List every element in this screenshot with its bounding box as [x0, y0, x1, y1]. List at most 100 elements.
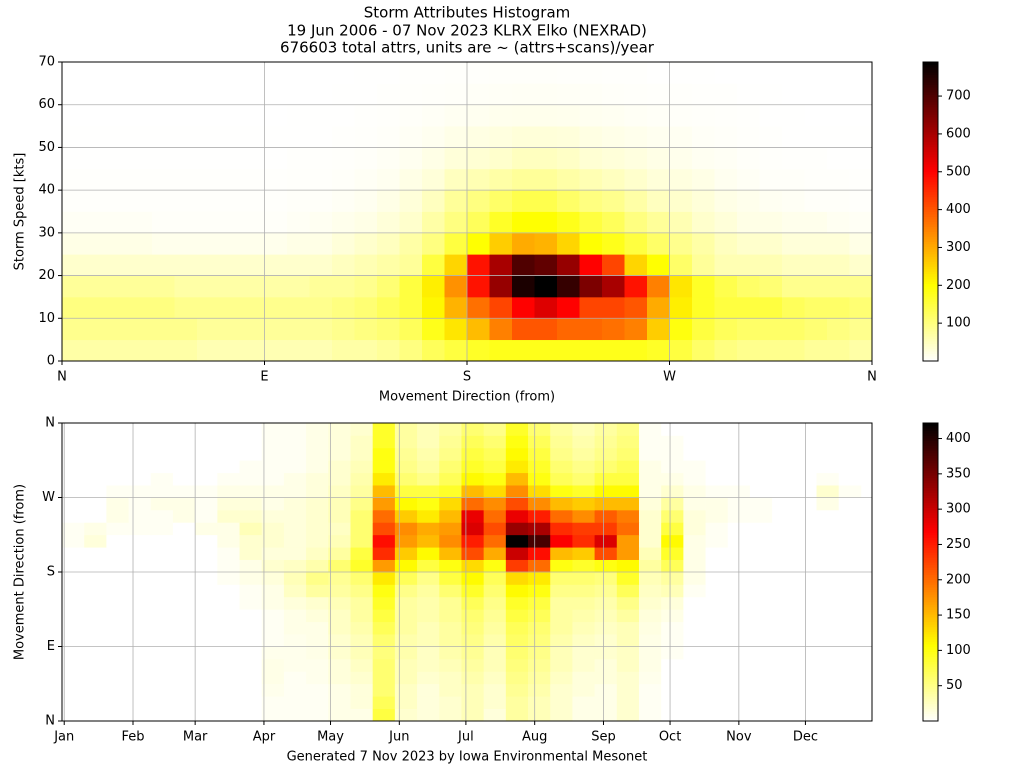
heatmap-cell: [306, 460, 329, 474]
heatmap-cell: [150, 646, 174, 660]
heatmap-cell: [534, 62, 558, 84]
heatmap-cell: [467, 62, 490, 84]
heatmap-cell: [550, 621, 573, 635]
heatmap-cell: [399, 211, 423, 234]
heatmap-cell: [217, 497, 240, 511]
heatmap-cell: [505, 460, 529, 474]
heatmap-cell: [705, 696, 729, 709]
heatmap-cell: [489, 62, 513, 84]
heatmap-cell: [661, 646, 684, 660]
colorbar-strip: [923, 609, 938, 613]
heatmap-cell: [309, 254, 333, 276]
colorbar-strip: [923, 306, 938, 310]
colorbar-strip: [923, 562, 938, 566]
heatmap-cell: [483, 696, 507, 709]
heatmap-cell: [106, 596, 129, 610]
heatmap-cell: [624, 275, 648, 298]
heatmap-cell: [372, 547, 396, 560]
heatmap-cell: [616, 423, 640, 436]
heatmap-cell: [505, 658, 529, 672]
heatmap-cell: [827, 126, 850, 148]
heatmap-cell: [512, 62, 535, 84]
heatmap-cell: [417, 509, 440, 523]
heatmap-cell: [759, 296, 783, 319]
colorbar-strip: [923, 668, 938, 672]
heatmap-cell: [261, 559, 285, 573]
heatmap-cell: [350, 696, 374, 709]
heatmap-cell: [332, 296, 355, 319]
heatmap-cell: [261, 423, 285, 436]
heatmap-cell: [550, 485, 573, 498]
heatmap-cell: [838, 671, 862, 685]
heatmap-cell: [332, 62, 355, 84]
y-axis-label: Storm Speed [kts]: [13, 153, 28, 271]
heatmap-cell: [737, 190, 760, 212]
heatmap-cell: [461, 708, 485, 722]
heatmap-cell: [461, 522, 485, 536]
heatmap-cell: [350, 596, 374, 610]
heatmap-cell: [661, 696, 684, 709]
heatmap-cell: [328, 658, 351, 672]
colorbar-strip: [923, 84, 938, 88]
y-tick-label: W: [42, 490, 55, 505]
colorbar-strip: [923, 171, 938, 175]
heatmap-cell: [328, 671, 351, 685]
heatmap-cell: [737, 254, 760, 276]
colorbar-strip: [923, 151, 938, 155]
heatmap-cell: [692, 147, 715, 170]
heatmap-cell: [759, 147, 783, 170]
heatmap-cell: [261, 509, 285, 523]
heatmap-cell: [84, 547, 107, 560]
heatmap-cell: [261, 485, 285, 498]
heatmap-cell: [505, 708, 529, 722]
heatmap-cell: [692, 62, 715, 84]
heatmap-cell: [283, 584, 307, 598]
heatmap-cell: [172, 522, 196, 536]
colorbar-tick-label: 300: [946, 240, 971, 255]
heatmap-cell: [422, 318, 445, 341]
heatmap-cell: [62, 658, 85, 672]
heatmap-cell: [838, 460, 862, 474]
heatmap-cell: [350, 435, 374, 449]
heatmap-cell: [354, 275, 378, 298]
heatmap-cell: [62, 572, 85, 585]
heatmap-cell: [683, 584, 706, 598]
heatmap-cell: [417, 634, 440, 647]
heatmap-cell: [534, 83, 558, 106]
x-tick-label: Aug: [522, 730, 547, 745]
colorbar-strip: [923, 686, 938, 690]
heatmap-cell: [749, 683, 773, 697]
heatmap-cell: [219, 296, 243, 319]
heatmap-cell: [195, 609, 218, 623]
heatmap-cell: [534, 190, 558, 212]
heatmap-cell: [150, 497, 174, 511]
heatmap-cell: [705, 621, 729, 635]
colorbar-strip: [923, 569, 938, 573]
colorbar-strip: [923, 718, 938, 722]
heatmap-cell: [62, 339, 85, 362]
heatmap-cell: [439, 522, 462, 536]
heatmap-cell: [306, 708, 329, 722]
heatmap-cell: [550, 534, 573, 548]
heatmap-cell: [422, 190, 445, 212]
heatmap-cell: [350, 708, 374, 722]
colorbar-strip: [923, 331, 938, 335]
heatmap-cell: [489, 296, 513, 319]
heatmap-cell: [62, 646, 85, 660]
heatmap-cell: [62, 104, 85, 127]
colorbar-strip: [923, 216, 938, 220]
heatmap-cell: [749, 559, 773, 573]
heatmap-cell: [306, 621, 329, 635]
heatmap-cell: [602, 126, 625, 148]
heatmap-cell: [172, 509, 196, 523]
heatmap-cell: [150, 696, 174, 709]
heatmap-cell: [439, 534, 462, 548]
heatmap-cell: [772, 646, 795, 660]
heatmap-cell: [572, 683, 596, 697]
heatmap-cell: [594, 547, 618, 560]
heatmap-cell: [239, 559, 263, 573]
colorbar-strip: [923, 423, 938, 426]
heatmap-cell: [106, 572, 129, 585]
heatmap-cell: [354, 83, 378, 106]
heatmap-cell: [350, 497, 374, 511]
